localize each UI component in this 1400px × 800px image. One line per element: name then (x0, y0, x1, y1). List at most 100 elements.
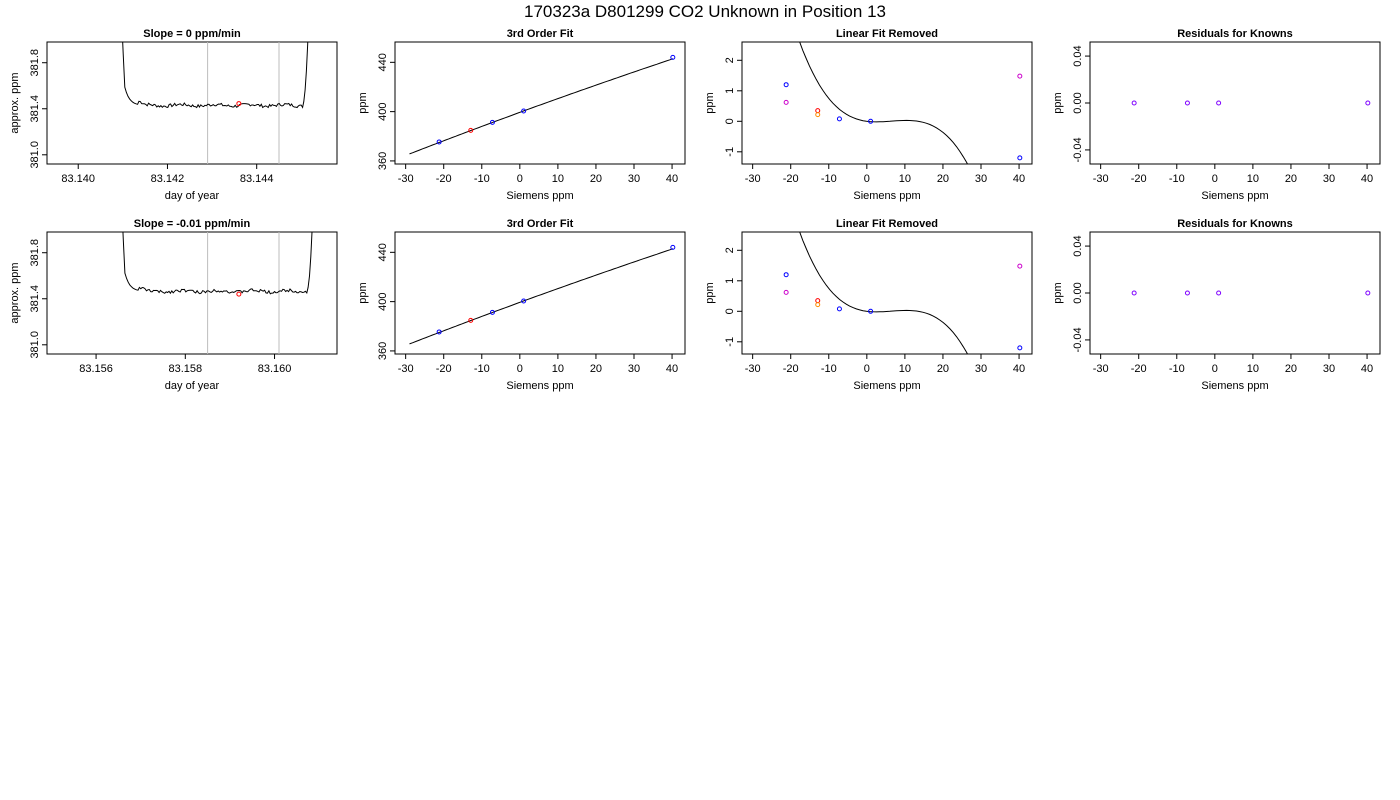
average-marker (236, 291, 242, 297)
plot-frame (394, 41, 686, 165)
panel-title: Slope = -0.01 ppm/min (134, 218, 251, 230)
data-point (1184, 290, 1190, 296)
x-tick-label: 83.156 (79, 363, 113, 375)
x-tick-label: 10 (552, 363, 564, 375)
data-point (815, 112, 821, 118)
x-tick-label: -30 (745, 363, 761, 375)
average-marker (236, 101, 242, 107)
x-tick-label: -30 (398, 173, 414, 185)
x-tick-label: -20 (783, 363, 799, 375)
y-tick-label: -1 (724, 147, 736, 157)
data-point (670, 54, 676, 60)
x-tick-label: -20 (436, 173, 452, 185)
x-tick-label: 83.142 (151, 173, 185, 185)
x-tick-label: 40 (1361, 363, 1373, 375)
data-point (1365, 290, 1371, 296)
y-tick-label: 0 (724, 308, 736, 314)
y-tick-label: 381.0 (29, 331, 41, 359)
plot-frame (46, 231, 338, 355)
panel-title: Linear Fit Removed (836, 28, 938, 40)
chart-panel-6: Linear Fit Removed-30 -20 -10 0 10 20 30 40-101… (704, 218, 1033, 392)
y-axis-label: ppm (1052, 282, 1064, 303)
x-axis-label: Siemens ppm (506, 190, 573, 202)
data-point (489, 119, 495, 125)
y-axis-label: ppm (357, 282, 369, 303)
x-tick-label: -30 (398, 363, 414, 375)
chart-panel-0: Slope = 0 ppm/min 83.140 83.142 83.144 381.0… (9, 28, 338, 202)
data-point (815, 302, 821, 308)
plot-area (1131, 290, 1371, 296)
y-tick-label: 381.8 (29, 49, 41, 77)
x-tick-label: 20 (937, 173, 949, 185)
fit-curve (799, 42, 969, 164)
fit-curve (409, 58, 674, 155)
data-point (1131, 290, 1137, 296)
x-tick-label: -30 (1093, 173, 1109, 185)
y-tick-label: 1 (724, 88, 736, 94)
x-tick-label: 20 (1285, 363, 1297, 375)
y-tick-label: -0.04 (1072, 327, 1084, 352)
chart-panel-1: 3rd Order Fit -30 -20 -10 0 10 20 30 40 360 400 440… (357, 28, 686, 202)
x-tick-label: 20 (590, 363, 602, 375)
plot-frame (741, 231, 1033, 355)
data-point (1216, 290, 1222, 296)
figure-title: 170323a D801299 CO2 Unknown in Position … (524, 2, 886, 21)
data-point (815, 298, 821, 304)
y-tick-label: 2 (724, 247, 736, 253)
x-axis-label: day of year (165, 380, 220, 392)
x-axis-label: Siemens ppm (853, 380, 920, 392)
y-axis-label: ppm (357, 92, 369, 113)
x-tick-label: 83.144 (240, 173, 274, 185)
data-point (783, 272, 789, 278)
panel-title: Residuals for Knowns (1177, 218, 1293, 230)
x-tick-label: 30 (628, 363, 640, 375)
x-tick-label: 30 (1323, 363, 1335, 375)
plot-frame (394, 231, 686, 355)
chart-panel-2: Linear Fit Removed-30 -20 -10 0 10 20 30 40-101… (704, 28, 1033, 202)
data-point (868, 308, 874, 314)
x-axis-label: Siemens ppm (1201, 380, 1268, 392)
x-tick-label: -10 (474, 363, 490, 375)
concentration-trace (122, 42, 309, 109)
data-point (436, 329, 442, 335)
plot-area (122, 42, 309, 164)
data-point (468, 317, 474, 323)
x-tick-label: 0 (517, 173, 523, 185)
y-tick-label: -1 (724, 337, 736, 347)
y-tick-label: 0 (724, 118, 736, 124)
x-tick-label: 30 (975, 173, 987, 185)
chart-panel-3: Residuals for Knowns -30 -20 -10 0 10 20 30 40 -0… (1052, 28, 1381, 202)
fit-curve (799, 232, 969, 354)
data-point (489, 309, 495, 315)
x-tick-label: 30 (975, 363, 987, 375)
y-tick-label: 381.4 (29, 95, 41, 123)
y-axis-label: ppm (704, 282, 716, 303)
y-tick-label: 360 (377, 342, 389, 360)
data-point (868, 118, 874, 124)
plot-frame (1089, 231, 1381, 355)
y-tick-label: 381.8 (29, 239, 41, 267)
plot-frame (1089, 41, 1381, 165)
data-point (1017, 155, 1023, 161)
x-tick-label: -30 (1093, 363, 1109, 375)
panels-group: Slope = 0 ppm/min 83.140 83.142 83.144 381.0… (9, 28, 1381, 392)
x-tick-label: 10 (1247, 173, 1259, 185)
x-tick-label: 0 (864, 173, 870, 185)
data-point (1017, 345, 1023, 351)
x-tick-label: 0 (1212, 363, 1218, 375)
x-axis-label: Siemens ppm (853, 190, 920, 202)
data-point (1365, 100, 1371, 106)
x-tick-label: -20 (436, 363, 452, 375)
x-tick-label: -30 (745, 173, 761, 185)
x-tick-label: 10 (899, 363, 911, 375)
y-axis-label: ppm (704, 92, 716, 113)
x-tick-label: 83.160 (258, 363, 292, 375)
data-point (1017, 73, 1023, 79)
x-tick-label: 10 (552, 173, 564, 185)
x-tick-label: 20 (937, 363, 949, 375)
x-tick-label: 20 (590, 173, 602, 185)
x-tick-label: -20 (1131, 173, 1147, 185)
data-point (783, 99, 789, 105)
x-axis-label: day of year (165, 190, 220, 202)
